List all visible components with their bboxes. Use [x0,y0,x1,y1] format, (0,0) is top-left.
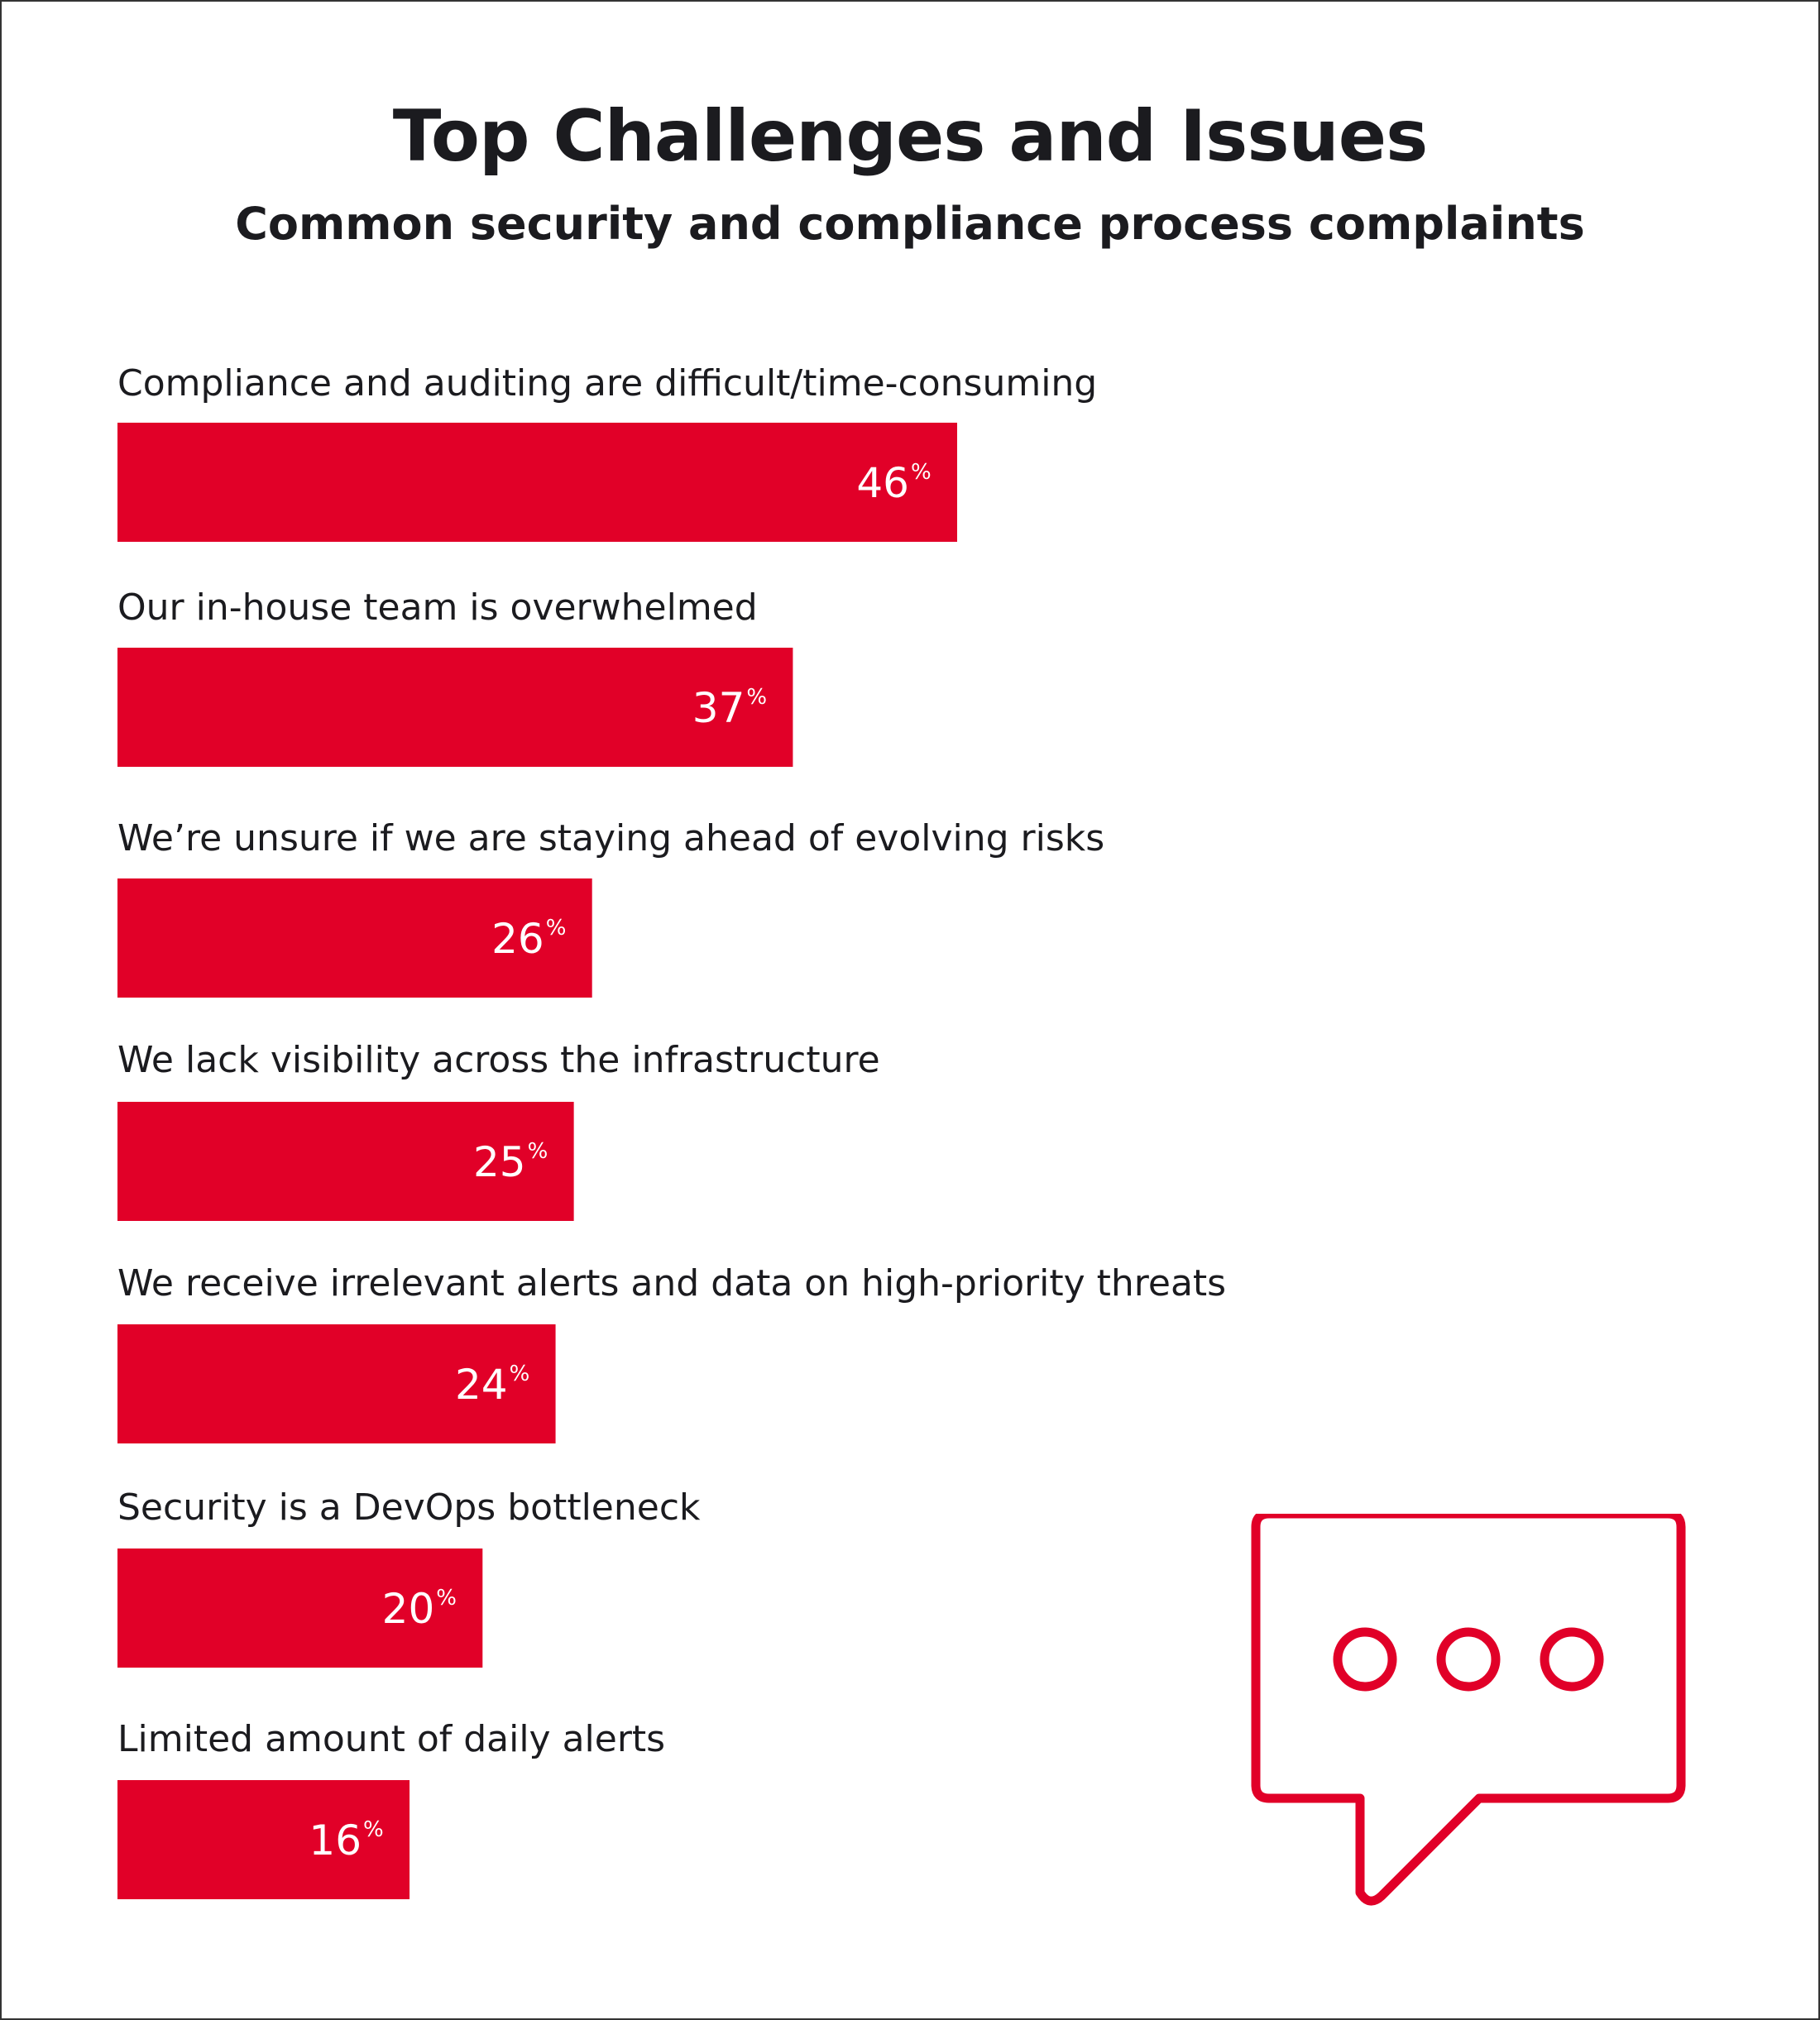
dot-icon [1540,1627,1604,1692]
bar [117,1780,410,1899]
value-label: 25 [473,1138,526,1186]
category-label: Security is a DevOps bottleneck [117,1486,701,1529]
value-label: 20 [382,1585,435,1633]
category-label: We lack visibility across the infrastruc… [117,1039,880,1081]
value-label: 46 [856,459,909,507]
chart-title: Top Challenges and Issues [392,95,1429,178]
value-percent-sign: % [510,1362,530,1386]
value-label: 26 [491,915,544,963]
category-label: We’re unsure if we are staying ahead of … [117,817,1104,859]
value-label: 37 [692,684,745,732]
bar [117,423,957,542]
value-label: 24 [455,1361,508,1409]
value-percent-sign: % [363,1817,384,1842]
category-label: Our in-house team is overwhelmed [117,586,758,629]
category-label: Compliance and auditing are difficult/ti… [117,362,1097,404]
value-label: 16 [309,1817,362,1864]
chart-subtitle: Common security and compliance process c… [235,198,1585,250]
value-percent-sign: % [528,1139,548,1164]
bar [117,1324,556,1443]
speech-bubble-icon [1251,1514,1686,1906]
category-label: Limited amount of daily alerts [117,1718,665,1760]
dot-icon [1436,1627,1501,1692]
value-percent-sign: % [911,460,932,485]
value-percent-sign: % [746,685,767,710]
dot-icon [1333,1627,1397,1692]
bar [117,1549,483,1668]
bar [117,878,592,998]
speech-bubble-outline [1251,1514,1686,1906]
category-label: We receive irrelevant alerts and data on… [117,1262,1226,1304]
bar [117,648,793,767]
value-percent-sign: % [546,916,567,941]
value-percent-sign: % [436,1586,457,1611]
bar [117,1102,574,1221]
